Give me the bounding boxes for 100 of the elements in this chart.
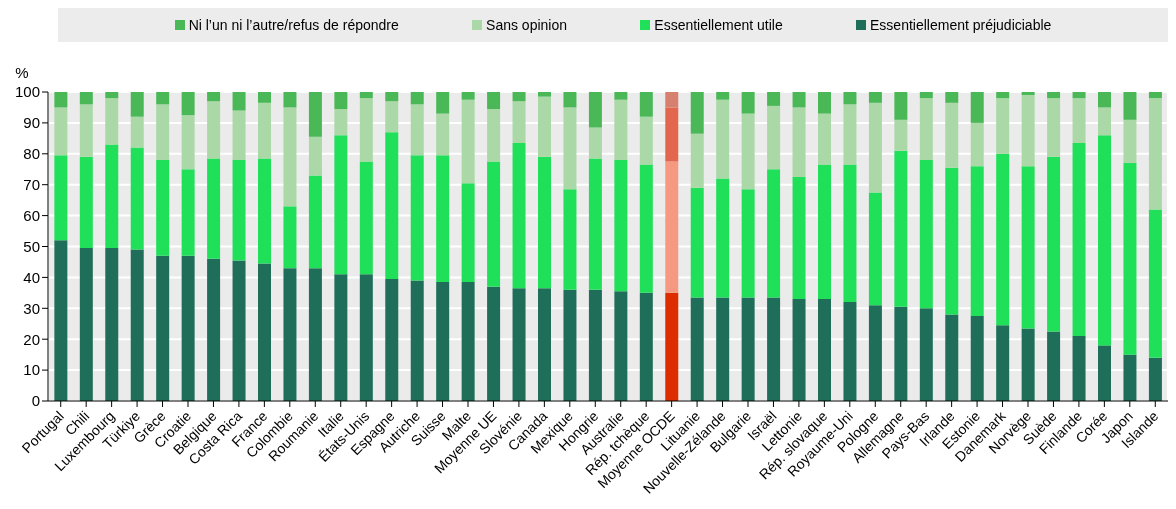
- bar: [79, 248, 93, 401]
- bar: [919, 159, 933, 309]
- bar: [894, 306, 908, 401]
- bar: [156, 104, 170, 160]
- bar: [410, 92, 424, 105]
- bar: [843, 164, 857, 303]
- bar: [487, 286, 501, 401]
- bar: [436, 282, 450, 401]
- bar: [232, 110, 246, 160]
- y-tick-label: 20: [23, 330, 40, 348]
- bar: [105, 98, 119, 145]
- bar: [207, 158, 221, 259]
- bar: [538, 92, 551, 97]
- bar: [461, 99, 475, 184]
- y-tick-label: 40: [23, 268, 40, 286]
- bar: [716, 92, 730, 100]
- bar: [690, 133, 704, 188]
- bar: [436, 92, 450, 114]
- bar: [614, 92, 628, 100]
- bar: [639, 164, 653, 293]
- bar: [1123, 119, 1137, 164]
- bar: [308, 136, 322, 176]
- bar: [308, 268, 322, 401]
- bar: [868, 305, 882, 401]
- bar: [283, 268, 297, 401]
- y-tick-label: 100: [14, 83, 40, 101]
- bar: [232, 159, 246, 261]
- bar: [741, 92, 755, 114]
- bar: [1072, 142, 1086, 337]
- bar: [665, 107, 679, 162]
- bar: [258, 263, 271, 401]
- bar: [334, 274, 348, 401]
- bar: [843, 104, 857, 165]
- bar: [461, 183, 475, 283]
- bar: [207, 92, 221, 102]
- legend-label: Sans opinion: [486, 17, 568, 33]
- bar: [1123, 92, 1137, 120]
- bar: [54, 155, 68, 241]
- bar: [818, 164, 831, 300]
- bar: [588, 289, 602, 401]
- bar: [588, 92, 602, 128]
- bar: [359, 274, 373, 401]
- bar: [156, 159, 170, 256]
- bar: [283, 107, 297, 207]
- bar: [54, 107, 68, 156]
- y-tick-label: 0: [31, 392, 40, 410]
- bar: [308, 92, 322, 137]
- bar: [894, 119, 908, 151]
- bar: [79, 104, 93, 157]
- bar: [487, 161, 501, 287]
- bar: [767, 92, 781, 106]
- bar: [79, 156, 93, 249]
- bar: [79, 92, 93, 105]
- bar: [1021, 95, 1035, 167]
- bar: [563, 189, 577, 290]
- bar: [818, 113, 831, 165]
- bar: [410, 104, 424, 156]
- bar: [868, 92, 882, 103]
- bar: [690, 297, 704, 401]
- bar: [232, 92, 246, 111]
- bar: [538, 156, 551, 289]
- bar: [639, 92, 653, 117]
- bar: [894, 92, 908, 120]
- bar: [232, 260, 246, 401]
- bar: [1072, 98, 1086, 143]
- bar: [1148, 357, 1162, 401]
- bar: [410, 155, 424, 281]
- bar: [1123, 354, 1137, 401]
- bar: [919, 308, 933, 401]
- bar: [996, 325, 1010, 401]
- y-tick-label: 10: [23, 361, 40, 379]
- bar: [767, 105, 781, 170]
- bar: [359, 98, 373, 162]
- bar: [1123, 163, 1137, 355]
- bar: [818, 92, 831, 114]
- bar: [512, 92, 526, 102]
- bar: [563, 289, 577, 401]
- bar: [1072, 336, 1086, 401]
- bar: [588, 127, 602, 159]
- bar: [792, 299, 806, 401]
- bar: [996, 92, 1010, 99]
- bar: [716, 178, 730, 298]
- bar: [410, 280, 424, 401]
- bar: [130, 249, 144, 401]
- bar: [1072, 92, 1086, 99]
- bar: [614, 99, 628, 160]
- y-tick-label: 90: [23, 114, 40, 132]
- bar: [716, 297, 730, 401]
- bar: [1148, 92, 1162, 99]
- bar: [283, 206, 297, 269]
- bar: [665, 292, 679, 401]
- bar: [919, 92, 933, 99]
- bar: [716, 99, 730, 179]
- bar: [1098, 135, 1111, 346]
- bar: [690, 187, 704, 298]
- bar: [181, 169, 195, 256]
- bar: [970, 166, 984, 317]
- bar: [1098, 107, 1111, 136]
- bar: [512, 142, 526, 289]
- y-tick-label: 80: [23, 145, 40, 163]
